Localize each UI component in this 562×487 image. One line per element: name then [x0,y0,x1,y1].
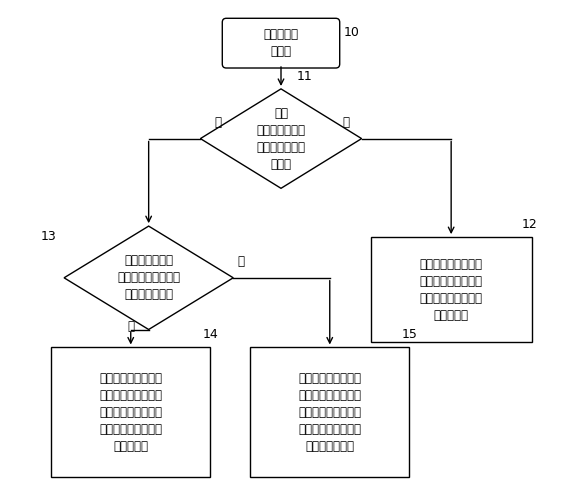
Text: 通过
距离感应器判断
手机是否处于黑
箱状态: 通过 距离感应器判断 手机是否处于黑 箱状态 [256,107,306,170]
Text: 当判断手机不处于黑
箱中，则自动控制切
换来电情景模式为铃
声但不震动: 当判断手机不处于黑 箱中，则自动控制切 换来电情景模式为铃 声但不震动 [420,258,483,322]
Text: 当判断手机处于黑箱
中，并判断手机为水
平放置，则自动控制
切换来电情景模式为
铃声不震动: 当判断手机处于黑箱 中，并判断手机为水 平放置，则自动控制 切换来电情景模式为 … [99,372,162,452]
Text: 通过重力感应器
判断用户手机放置状
态是否水平放置: 通过重力感应器 判断用户手机放置状 态是否水平放置 [117,254,180,301]
Text: 否: 否 [342,115,349,129]
Text: 否: 否 [237,255,244,268]
Text: 是: 是 [127,319,134,333]
Bar [51,347,210,477]
Polygon shape [64,226,233,330]
Text: 当判断手机处于黑箱
中，并判断手机处于
非水平放置，则自动
控制切换来电情景模
式为铃声加震动: 当判断手机处于黑箱 中，并判断手机处于 非水平放置，则自动 控制切换来电情景模 … [298,372,361,452]
FancyBboxPatch shape [223,19,339,68]
Text: 11: 11 [297,70,312,83]
Bar [370,237,532,342]
Text: 是: 是 [215,115,222,129]
Bar [250,347,409,477]
Text: 14: 14 [202,328,218,341]
Text: 12: 12 [522,218,538,231]
Text: 15: 15 [401,328,417,341]
Text: 10: 10 [344,26,360,39]
Polygon shape [201,89,361,188]
Text: 13: 13 [40,230,56,243]
Text: 电话模块接
收来电: 电话模块接 收来电 [264,28,298,58]
